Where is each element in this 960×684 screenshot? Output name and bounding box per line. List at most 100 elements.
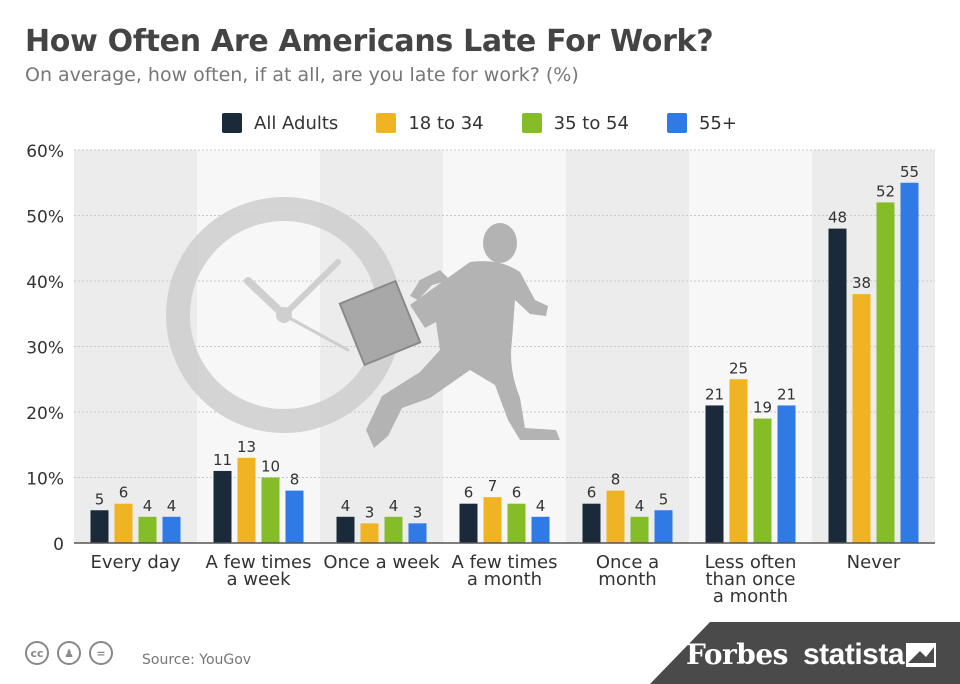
data-label: 21 [777,385,796,403]
data-label: 25 [729,359,748,377]
bar [828,228,847,543]
data-label: 11 [213,451,232,469]
data-label: 55 [900,163,919,181]
data-label: 21 [705,385,724,403]
data-label: 6 [512,484,522,502]
clock-second-hand [282,313,350,352]
data-label: 4 [167,497,177,515]
bar [162,516,181,543]
bar [459,503,478,543]
bar [237,457,256,543]
x-tick-label: a week [226,569,291,590]
data-label: 4 [143,497,153,515]
x-tick-label: A few times [452,552,558,573]
data-label: 7 [488,477,498,495]
x-tick-label: Once a week [323,552,440,573]
bar [213,470,232,543]
legend-item-55-plus: 55+ [666,112,737,134]
source-text: Source: YouGov [142,652,252,668]
bar [606,490,625,543]
data-label: 8 [290,471,300,489]
legend-swatch-35-to-54 [521,113,542,133]
data-label: 52 [876,182,895,200]
equals-icon: = [89,641,113,665]
clock-hour-hand [244,277,288,319]
bar [852,294,871,543]
x-tick-label: Never [847,552,901,573]
data-label: 48 [828,209,847,227]
data-label: 8 [611,471,621,489]
bar [384,516,403,543]
legend-item-35-to-54: 35 to 54 [521,112,629,134]
footer-dark-band [650,622,960,684]
briefcase-icon [338,279,422,367]
statista-logo: statista [803,638,905,671]
legend: All Adults 18 to 34 35 to 54 55+ [222,112,775,134]
legend-swatch-18-to-34 [376,113,397,133]
bar [114,503,133,543]
clock-minute-hand [281,259,341,318]
data-label: 6 [119,484,129,502]
legend-label-55-plus: 55+ [698,112,737,134]
bar [729,379,748,543]
bar [531,516,550,543]
y-tick-label: 60% [26,142,64,162]
data-label: 10 [261,458,280,476]
data-label: 3 [365,503,375,521]
bars [90,182,919,543]
running-man-icon [366,223,560,448]
chart-subtitle: On average, how often, if at all, are yo… [25,64,579,86]
bar [360,523,379,543]
x-tick-label: a month [713,586,788,607]
y-tick-label: 10% [26,470,64,490]
bar [753,418,772,543]
bar [336,516,355,543]
y-tick-label: 0 [53,535,64,555]
clock-center [276,307,292,323]
cc-icon: cc [25,641,49,665]
legend-item-all-adults: All Adults [222,113,338,134]
bar [582,503,601,543]
bar [705,405,724,543]
bar [408,523,427,543]
data-label: 6 [464,484,474,502]
y-tick-label: 40% [26,273,64,293]
legend-label-35-to-54: 35 to 54 [553,112,629,134]
y-tick-label: 50% [26,208,64,228]
x-tick-label: month [598,569,656,590]
legend-label-18-to-34: 18 to 34 [408,112,484,134]
bar [876,202,895,543]
data-label: 4 [341,497,351,515]
data-label: 38 [852,274,871,292]
bar [261,477,280,543]
data-label: 5 [95,490,105,508]
late-worker-illustration [166,197,560,448]
bar [630,516,649,543]
x-tick-label: Once a [596,552,659,573]
bar [138,516,157,543]
x-tick-label: a month [467,569,542,590]
bar [285,490,304,543]
y-tick-label: 30% [26,339,64,359]
bar [654,510,673,543]
legend-item-18-to-34: 18 to 34 [376,112,484,134]
data-label: 3 [413,503,423,521]
bar [900,182,919,543]
x-tick-label: than once [705,569,795,590]
data-label: 5 [659,490,669,508]
data-label: 4 [536,497,546,515]
legend-swatch-all-adults [222,113,242,133]
y-axis: 0 10% 20% 30% 40% 50% 60% [26,142,64,555]
license-icons: cc ♟ = [25,641,121,665]
legend-swatch-55-plus [666,113,687,133]
x-tick-label: Less often [705,552,797,573]
data-label: 19 [753,399,772,417]
statista-logo-mark [906,643,936,667]
data-label: 6 [587,484,597,502]
data-label: 4 [389,497,399,515]
x-tick-label: Every day [91,552,181,573]
legend-label-all-adults: All Adults [254,112,339,134]
